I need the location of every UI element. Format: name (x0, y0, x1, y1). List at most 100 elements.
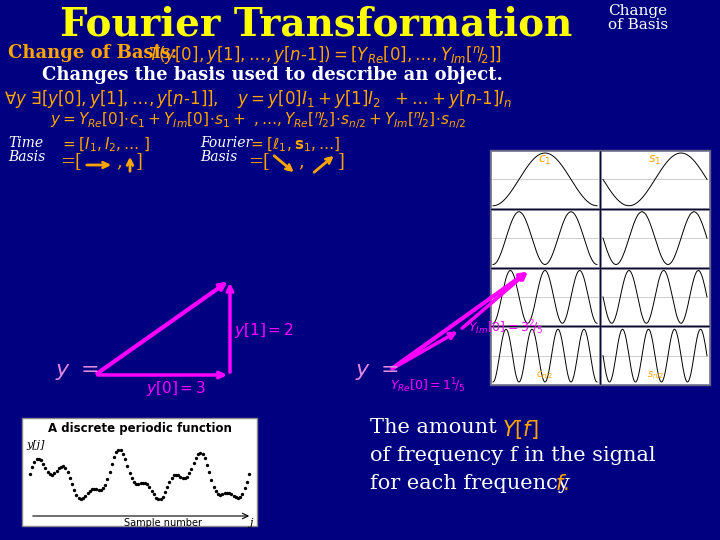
Text: The amount: The amount (370, 418, 503, 437)
Point (153, 495, 164, 504)
Text: Time: Time (8, 136, 43, 150)
Bar (491, 151, 599, 208)
Text: $T(y[0],y[1],\ldots,y[n\text{-}1]) = [Y_{Re}[0],\ldots,Y_{Im}[^n\!/\!_2]]$: $T(y[0],y[1],\ldots,y[n\text{-}1]) = [Y_… (148, 44, 502, 66)
Bar (491, 268, 599, 325)
Bar (601, 210, 709, 267)
Text: $Y[f]$: $Y[f]$ (502, 418, 539, 441)
Text: Change of Basis:: Change of Basis: (8, 44, 184, 62)
Point (144, 483, 156, 491)
Bar (490, 150, 710, 385)
Point (99, 480, 111, 489)
Text: =[: =[ (60, 152, 82, 170)
Point (237, 489, 248, 498)
Point (97, 484, 109, 492)
Point (77, 494, 89, 502)
Point (206, 476, 217, 484)
Text: j: j (249, 518, 253, 528)
Point (93, 485, 104, 494)
Point (117, 449, 129, 458)
Point (219, 489, 230, 498)
Bar (601, 327, 709, 384)
Point (175, 472, 186, 481)
Point (225, 490, 237, 498)
Point (104, 468, 115, 476)
Point (139, 478, 150, 487)
Text: $=[I_1, I_2,\ldots\ ]$: $=[I_1, I_2,\ldots\ ]$ (60, 136, 150, 154)
Point (40, 464, 51, 472)
Point (184, 469, 195, 478)
Point (204, 468, 215, 477)
Point (24, 470, 36, 478)
Point (215, 490, 226, 499)
Point (190, 454, 202, 462)
Point (173, 471, 184, 480)
Point (243, 470, 255, 478)
Text: for each frequency: for each frequency (370, 474, 577, 493)
Text: Basis: Basis (8, 150, 45, 164)
Point (177, 474, 189, 482)
Text: $y[0]=3$: $y[0]=3$ (146, 379, 206, 398)
Point (192, 450, 204, 458)
Point (239, 484, 251, 492)
Point (27, 463, 38, 472)
Point (186, 464, 197, 473)
Point (150, 494, 162, 502)
Point (159, 488, 171, 497)
Point (42, 468, 53, 476)
Point (223, 489, 235, 497)
Bar (491, 210, 599, 267)
Point (71, 491, 82, 500)
Text: $s_{n/2}$: $s_{n/2}$ (647, 370, 664, 383)
Text: Fourier: Fourier (200, 136, 252, 150)
Point (210, 487, 222, 496)
Point (148, 490, 160, 499)
Point (132, 480, 144, 488)
Text: A discrete periodic function: A discrete periodic function (48, 422, 231, 435)
Point (130, 480, 142, 488)
Point (142, 480, 153, 489)
Text: $f.$: $f.$ (555, 474, 569, 494)
Bar (22, 418, 257, 526)
Point (126, 474, 138, 482)
Text: Basis: Basis (200, 150, 238, 164)
Text: $y[1]=2$: $y[1]=2$ (234, 321, 294, 340)
Text: ]: ] (136, 152, 143, 170)
Point (170, 470, 181, 479)
Point (201, 461, 212, 469)
Bar (491, 327, 599, 384)
Point (106, 460, 117, 469)
Point (212, 490, 224, 498)
Point (108, 453, 120, 462)
Point (68, 486, 80, 495)
Point (102, 475, 113, 483)
Point (188, 458, 199, 467)
Point (208, 482, 220, 491)
Point (115, 446, 127, 455)
Bar (601, 268, 709, 325)
Point (228, 491, 239, 500)
Point (64, 474, 76, 482)
Point (58, 462, 69, 470)
Point (113, 446, 125, 454)
Text: ,: , (116, 152, 122, 170)
Text: $y = Y_{Re}[0]\!\cdot\! c_1+Y_{Im}[0]\!\cdot\! s_1+\ ,\ldots,Y_{Re}[^n\!/\!_2]\!: $y = Y_{Re}[0]\!\cdot\! c_1+Y_{Im}[0]\!\… (50, 110, 466, 131)
Point (51, 467, 63, 475)
Text: $y\ =$: $y\ =$ (55, 360, 99, 382)
Text: $\forall y\ \exists[y[0],y[1],\ldots,y[n\text{-}1]],\quad y = y[0]I_1 +y[1]I_2\ : $\forall y\ \exists[y[0],y[1],\ldots,y[n… (4, 88, 513, 110)
Text: Changes the basis used to describe an object.: Changes the basis used to describe an ob… (42, 66, 503, 84)
Point (35, 456, 47, 465)
Text: $Y_{Re}[0] =1^1\!/_5$: $Y_{Re}[0] =1^1\!/_5$ (390, 376, 466, 395)
Point (86, 485, 98, 494)
Point (46, 470, 58, 479)
Point (29, 458, 40, 467)
Point (31, 455, 42, 463)
Text: ]: ] (338, 152, 345, 170)
Point (179, 474, 191, 483)
Point (60, 464, 71, 472)
Point (166, 474, 177, 482)
Text: $c_{n/2}$: $c_{n/2}$ (536, 370, 554, 383)
Point (37, 460, 49, 468)
Point (197, 450, 208, 458)
Text: Change: Change (608, 4, 667, 18)
Point (33, 454, 45, 463)
